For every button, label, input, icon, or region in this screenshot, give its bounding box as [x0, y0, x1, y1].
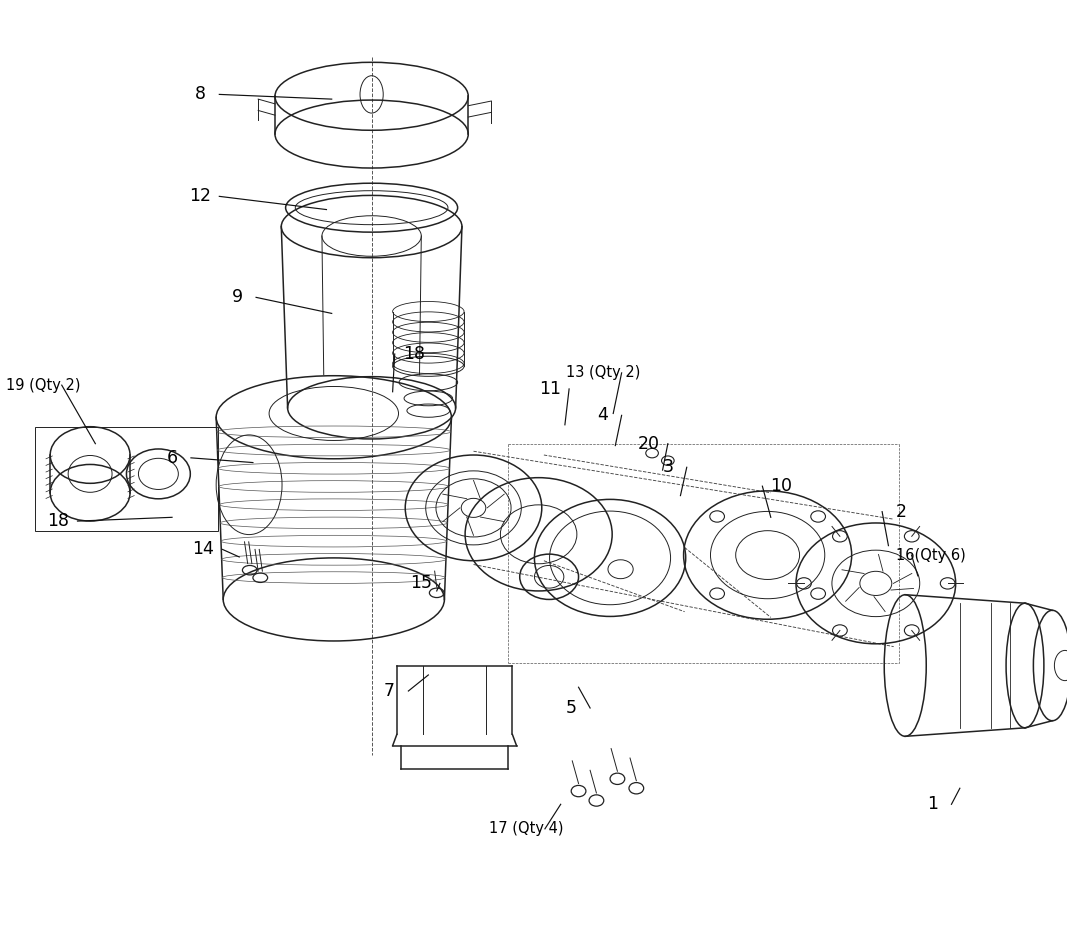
Text: 19 (Qty 2): 19 (Qty 2): [5, 378, 80, 393]
Text: 4: 4: [598, 406, 608, 425]
Text: 16(Qty 6): 16(Qty 6): [895, 548, 966, 563]
Text: 8: 8: [195, 85, 206, 104]
Text: 18: 18: [402, 345, 425, 363]
Text: 11: 11: [539, 379, 561, 398]
Text: 18: 18: [48, 512, 69, 531]
Text: 1: 1: [927, 795, 938, 814]
Text: 20: 20: [638, 434, 659, 453]
Text: 17 (Qty 4): 17 (Qty 4): [489, 821, 563, 836]
Text: 6: 6: [166, 448, 177, 467]
Text: 5: 5: [566, 699, 576, 717]
Text: 7: 7: [384, 682, 395, 700]
Text: 2: 2: [895, 502, 907, 521]
Text: 3: 3: [663, 458, 673, 477]
Text: 12: 12: [190, 187, 211, 206]
Text: 13 (Qty 2): 13 (Qty 2): [566, 365, 640, 380]
Text: 15: 15: [410, 574, 432, 593]
Text: 10: 10: [770, 477, 793, 496]
Text: 14: 14: [193, 540, 214, 559]
Text: 9: 9: [232, 288, 242, 307]
